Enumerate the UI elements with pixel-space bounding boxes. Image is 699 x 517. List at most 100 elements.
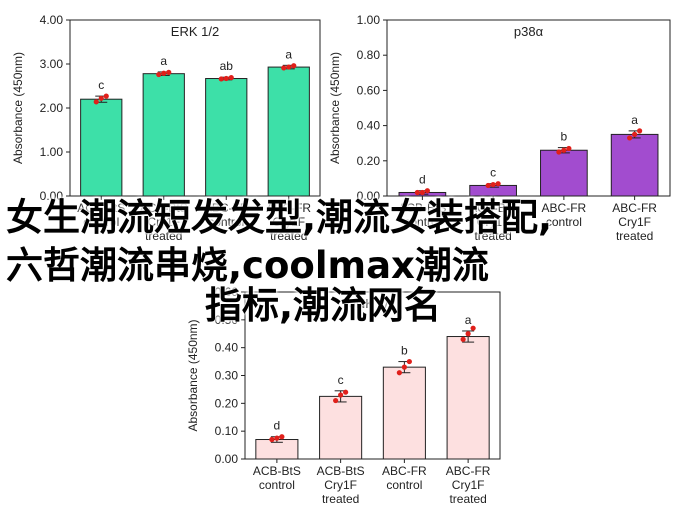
significance-letter: c: [338, 373, 344, 387]
plot-frame: [386, 19, 671, 197]
bar: [267, 66, 310, 197]
data-point: [338, 392, 344, 398]
data-point: [490, 181, 496, 188]
y-tick-label: 0.00: [40, 189, 64, 203]
x-tick-label: ABC-FR: [446, 464, 491, 478]
bar: [446, 336, 490, 460]
data-point: [401, 364, 407, 370]
data-point: [291, 63, 297, 69]
y-tick-label: 0.30: [215, 369, 239, 383]
x-tick-label: treated: [145, 229, 182, 243]
data-point: [93, 99, 99, 105]
significance-letter: b: [561, 130, 568, 144]
data-point: [424, 188, 430, 194]
data-point: [460, 336, 466, 342]
y-tick-label: 0.50: [215, 313, 239, 327]
chart-title: ERK 1/2: [171, 24, 219, 39]
data-point: [637, 128, 643, 134]
bar: [382, 366, 426, 460]
x-tick-label: ABC-FR: [266, 201, 311, 215]
y-tick-label: 0.40: [215, 341, 239, 355]
data-point: [161, 70, 167, 76]
x-tick-label: Cry1F: [452, 478, 485, 492]
y-tick-label: 1.00: [357, 13, 381, 27]
x-tick-label: ABC-FR: [542, 201, 587, 215]
x-tick-label: Cry1F: [324, 478, 357, 492]
significance-letter: a: [285, 47, 292, 61]
data-point: [156, 71, 162, 78]
bar: [205, 78, 248, 197]
y-tick-label: 0.60: [215, 285, 239, 299]
bar: [80, 98, 123, 197]
data-point: [561, 147, 567, 153]
x-tick-label: control: [83, 215, 119, 229]
y-tick-label: 4.00: [40, 13, 64, 27]
significance-letter: a: [160, 54, 167, 68]
bar: [610, 133, 659, 197]
data-point: [333, 397, 339, 404]
data-point: [470, 325, 476, 331]
bar: [319, 395, 363, 460]
chart-title: p38α: [514, 24, 544, 39]
data-point: [566, 145, 572, 152]
y-tick-label: 0.00: [357, 189, 381, 203]
x-tick-label: treated: [270, 229, 307, 243]
y-tick-label: 0.20: [215, 396, 239, 410]
bar: [142, 73, 185, 197]
data-point: [414, 189, 420, 196]
x-tick-label: ACB-BtS: [140, 201, 188, 215]
y-tick-label: 0.80: [357, 48, 381, 62]
chart-2: p38α 0.00 0.20 0.40 0.60 0.80 1.00 Absorbance (…: [328, 13, 671, 243]
x-tick-label: ACB-BtS: [317, 464, 365, 478]
x-tick-label: treated: [449, 492, 486, 506]
x-tick-label: ABC-FR: [204, 201, 249, 215]
significance-letter: c: [490, 166, 496, 180]
data-point: [632, 131, 638, 137]
chart-title: JNK 1/2: [349, 296, 395, 311]
data-point: [166, 69, 172, 75]
x-tick-label: ACB-BtS: [77, 201, 125, 215]
data-point: [218, 76, 224, 82]
x-tick-label: ACB-BtS: [253, 464, 301, 478]
y-tick-label: 0.60: [357, 83, 381, 97]
y-axis-label: Absorbance (450nm): [186, 319, 200, 431]
y-tick-label: 0.00: [215, 452, 239, 466]
data-point: [281, 65, 287, 71]
significance-letter: d: [274, 419, 281, 433]
y-axis-label: Absorbance (450nm): [11, 52, 25, 164]
x-tick-label: Cry1F: [477, 215, 510, 229]
data-point: [103, 93, 109, 99]
data-point: [396, 370, 402, 376]
x-tick-label: ACB-BtS: [469, 201, 517, 215]
x-tick-label: ABC-FR: [612, 201, 657, 215]
data-point: [98, 95, 104, 101]
x-tick-label: Cry1F: [272, 215, 305, 229]
chart-1: ERK 1/2 0.00 1.00 2.00 3.00 4.00 Absorbance (4…: [11, 13, 321, 243]
data-point: [495, 181, 501, 187]
data-point: [406, 358, 412, 365]
x-tick-label: Cry1F: [147, 215, 180, 229]
data-point: [274, 435, 280, 441]
x-tick-label: treated: [474, 229, 511, 243]
x-tick-label: control: [208, 215, 244, 229]
significance-letter: b: [401, 344, 408, 358]
x-tick-label: control: [546, 215, 582, 229]
chart-3: JNK 1/2 0.00 0.10 0.20 0.30 0.40 0.50 0.60 Absor…: [186, 285, 501, 506]
data-point: [419, 189, 425, 196]
x-tick-label: treated: [322, 492, 359, 506]
y-axis-label: Absorbance (450nm): [328, 52, 342, 164]
y-tick-label: 2.00: [40, 101, 64, 115]
x-tick-label: control: [259, 478, 295, 492]
significance-letter: d: [419, 173, 426, 187]
bar: [540, 149, 588, 197]
y-tick-label: 0.10: [215, 424, 239, 438]
data-point: [627, 135, 633, 141]
significance-letter: ab: [220, 59, 234, 73]
y-tick-label: 0.20: [357, 154, 381, 168]
data-point: [465, 331, 471, 337]
x-tick-label: Cry1F: [618, 215, 651, 229]
data-point: [223, 75, 229, 82]
x-tick-label: control: [386, 478, 422, 492]
data-point: [228, 75, 234, 81]
